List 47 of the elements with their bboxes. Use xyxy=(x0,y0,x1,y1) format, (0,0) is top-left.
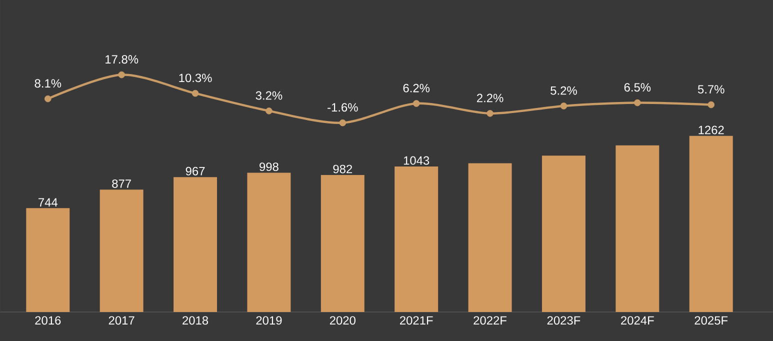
point xyxy=(118,71,125,78)
point xyxy=(560,102,568,110)
bar xyxy=(100,190,144,312)
bar xyxy=(394,166,438,312)
data-label: 10.3% xyxy=(179,74,212,82)
data-label: 5.7% xyxy=(698,85,724,94)
data-label: 877 xyxy=(112,179,131,188)
bar xyxy=(542,156,586,312)
point xyxy=(708,101,715,108)
data-label: 8.1% xyxy=(34,79,62,88)
x-tick-label: 2016 xyxy=(35,316,61,325)
point xyxy=(412,100,420,107)
bar xyxy=(26,208,70,312)
bar xyxy=(320,174,364,312)
bar xyxy=(616,145,660,312)
point xyxy=(486,110,494,117)
bar xyxy=(247,172,291,312)
data-label: 967 xyxy=(186,166,205,176)
x-tick-label: 2018 xyxy=(182,316,208,325)
data-label: 998 xyxy=(260,162,278,172)
data-label: 1262 xyxy=(698,126,724,134)
data-label: 6.5% xyxy=(624,83,651,92)
point xyxy=(266,108,272,114)
point xyxy=(192,90,199,97)
data-label: 17.8% xyxy=(106,55,138,64)
x-tick-label: 2017 xyxy=(108,316,134,325)
data-label: 744 xyxy=(38,198,58,206)
data-label: 3.2% xyxy=(256,91,282,100)
x-tick-label: 2025F xyxy=(694,316,728,325)
point xyxy=(634,99,641,106)
data-label: 5.2% xyxy=(550,86,577,95)
x-tick-label: 2023F xyxy=(547,316,580,325)
data-label: 6.2% xyxy=(403,84,430,92)
x-tick-label: 2024F xyxy=(621,316,654,325)
x-tick-label: 2021F xyxy=(400,316,433,325)
data-label: 982 xyxy=(333,164,352,174)
bar xyxy=(468,163,512,312)
point xyxy=(44,95,52,102)
data-label: -1.6% xyxy=(328,103,358,112)
bar xyxy=(174,177,218,312)
x-tick-label: 2019 xyxy=(256,316,282,325)
x-tick-label: 2020 xyxy=(330,316,356,325)
x-tick-label: 2022F xyxy=(474,316,507,325)
point xyxy=(339,119,346,126)
bar xyxy=(689,136,733,312)
data-label: 1043 xyxy=(404,156,430,165)
data-label: 2.2% xyxy=(477,94,504,102)
